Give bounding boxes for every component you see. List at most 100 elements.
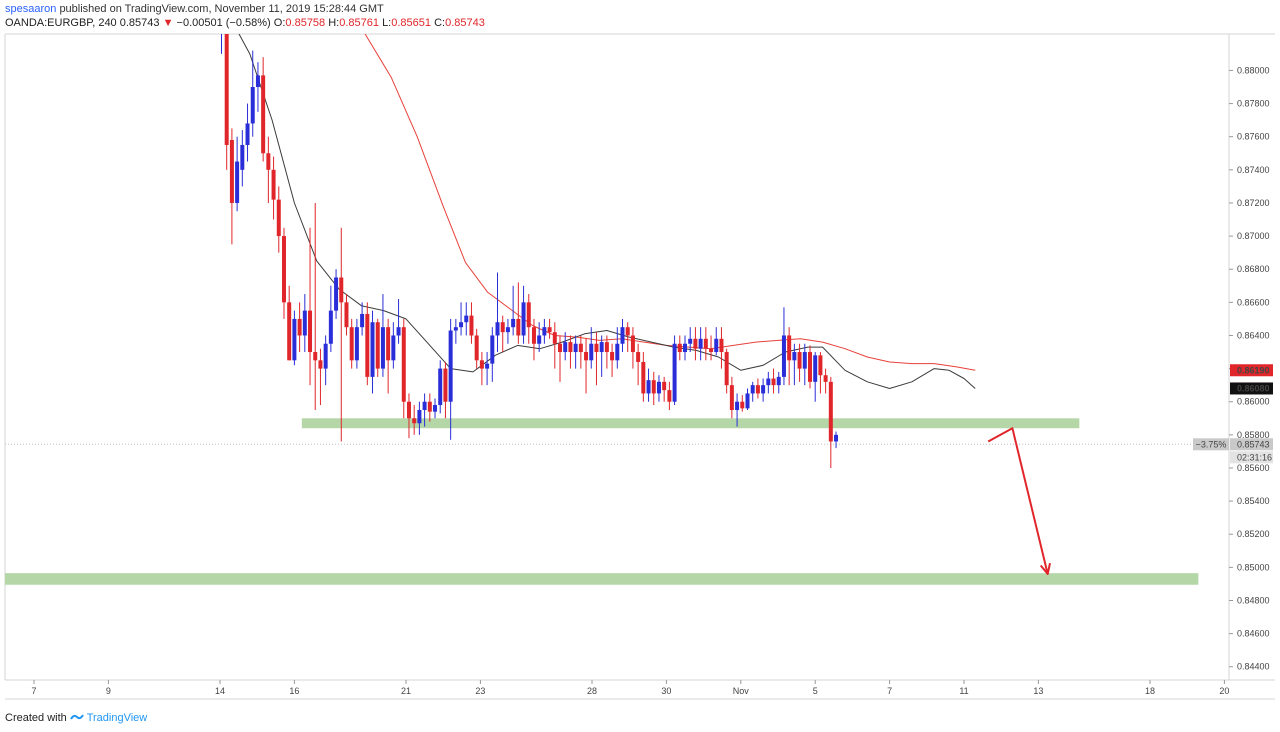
candle bbox=[443, 361, 448, 419]
candle-body bbox=[412, 418, 417, 424]
close-label: C: bbox=[434, 17, 446, 29]
candle-body bbox=[813, 355, 818, 382]
candle-body bbox=[537, 335, 542, 344]
candle-body bbox=[781, 335, 786, 377]
support-zones bbox=[5, 418, 1199, 585]
candle bbox=[651, 371, 656, 406]
candle bbox=[235, 136, 240, 212]
candle bbox=[297, 302, 302, 353]
candle bbox=[636, 343, 641, 386]
candle-body bbox=[755, 385, 760, 394]
candle bbox=[667, 381, 672, 411]
candle bbox=[250, 50, 255, 137]
x-tick-label: 13 bbox=[1033, 686, 1043, 696]
candle-body bbox=[724, 352, 729, 386]
x-tick-label: 14 bbox=[215, 686, 225, 696]
y-tick-label: 0.87400 bbox=[1237, 165, 1270, 175]
candle bbox=[339, 227, 344, 442]
tradingview-link[interactable]: TradingView bbox=[86, 712, 148, 724]
high-value: 0.85761 bbox=[339, 17, 379, 29]
candle-body bbox=[578, 343, 583, 353]
open-value: 0.85758 bbox=[285, 17, 326, 29]
candle-body bbox=[406, 401, 411, 419]
candle bbox=[630, 327, 635, 369]
candle bbox=[599, 335, 604, 377]
price-badge-text: 0.86080 bbox=[1237, 383, 1270, 393]
candle bbox=[688, 327, 693, 353]
candle-body bbox=[516, 318, 521, 336]
candle bbox=[521, 285, 526, 344]
candle bbox=[813, 352, 818, 402]
support-zone-1 bbox=[301, 418, 1080, 429]
y-tick-label: 0.87200 bbox=[1237, 198, 1270, 208]
candle bbox=[464, 302, 469, 336]
candle bbox=[344, 294, 349, 336]
candle bbox=[620, 318, 625, 353]
candle-body bbox=[834, 434, 839, 442]
candle-body bbox=[391, 335, 396, 361]
author-link[interactable]: spesaaron bbox=[5, 3, 57, 15]
time-axis[interactable]: 7 9 14 16 21 23 28 30 Nov 5 7 11 13 18 20 bbox=[31, 680, 1229, 696]
candle-body bbox=[787, 335, 792, 361]
x-tick-label: 18 bbox=[1145, 686, 1155, 696]
candle bbox=[776, 371, 781, 394]
candle-body bbox=[625, 327, 630, 336]
moving-averages bbox=[238, 34, 976, 389]
candle-body bbox=[610, 352, 615, 361]
candle bbox=[677, 335, 682, 361]
candle-body bbox=[505, 327, 510, 333]
candle bbox=[386, 318, 391, 394]
candle bbox=[308, 227, 313, 386]
y-tick-label: 0.85600 bbox=[1237, 463, 1270, 473]
candle bbox=[360, 302, 365, 336]
candle-body bbox=[459, 322, 464, 328]
candle bbox=[625, 322, 630, 353]
candle bbox=[792, 343, 797, 386]
candle bbox=[750, 381, 755, 402]
candle-body bbox=[360, 313, 365, 328]
candle-body bbox=[656, 381, 661, 394]
candle-body bbox=[339, 277, 344, 303]
candle-body bbox=[349, 327, 354, 361]
candle-body bbox=[323, 343, 328, 369]
candle bbox=[505, 318, 510, 344]
y-tick-label: 0.86600 bbox=[1237, 297, 1270, 307]
x-tick-label: 28 bbox=[587, 686, 597, 696]
candle-body bbox=[219, 22, 223, 23]
candle bbox=[735, 393, 740, 427]
candle bbox=[552, 322, 557, 369]
y-tick-label: 0.85200 bbox=[1237, 529, 1270, 539]
candle bbox=[271, 156, 276, 220]
candle-body bbox=[740, 401, 745, 409]
candle-body bbox=[802, 352, 807, 369]
candle-body bbox=[651, 380, 656, 394]
candle-body bbox=[297, 318, 302, 336]
candle-body bbox=[396, 327, 401, 336]
candle bbox=[375, 318, 380, 377]
candle bbox=[266, 136, 271, 203]
candle-body bbox=[683, 343, 687, 353]
price-change: −0.00501 (−0.58%) bbox=[176, 17, 271, 29]
candle bbox=[542, 318, 547, 344]
candle bbox=[589, 327, 594, 369]
x-tick-label: 16 bbox=[289, 686, 299, 696]
projection-arrow bbox=[987, 427, 1051, 575]
price-axis[interactable]: 0.88000 0.87800 0.87600 0.87400 0.87200 0.870… bbox=[1229, 65, 1270, 672]
tradingview-logo-icon bbox=[69, 713, 84, 722]
candle-body bbox=[490, 335, 495, 364]
candle-body bbox=[615, 343, 620, 361]
candle bbox=[334, 269, 339, 319]
candle bbox=[495, 272, 500, 353]
x-tick-label: 20 bbox=[1219, 686, 1229, 696]
candle-body bbox=[281, 236, 286, 303]
candle-body bbox=[531, 327, 536, 344]
candle bbox=[365, 302, 370, 386]
candle-body bbox=[620, 327, 625, 344]
y-tick-label: 0.87800 bbox=[1237, 99, 1270, 109]
candle bbox=[823, 368, 828, 394]
down-triangle-icon: ▼ bbox=[162, 17, 174, 29]
y-tick-label: 0.87000 bbox=[1237, 231, 1270, 241]
candle-body bbox=[328, 310, 333, 344]
candle-body bbox=[599, 342, 604, 353]
